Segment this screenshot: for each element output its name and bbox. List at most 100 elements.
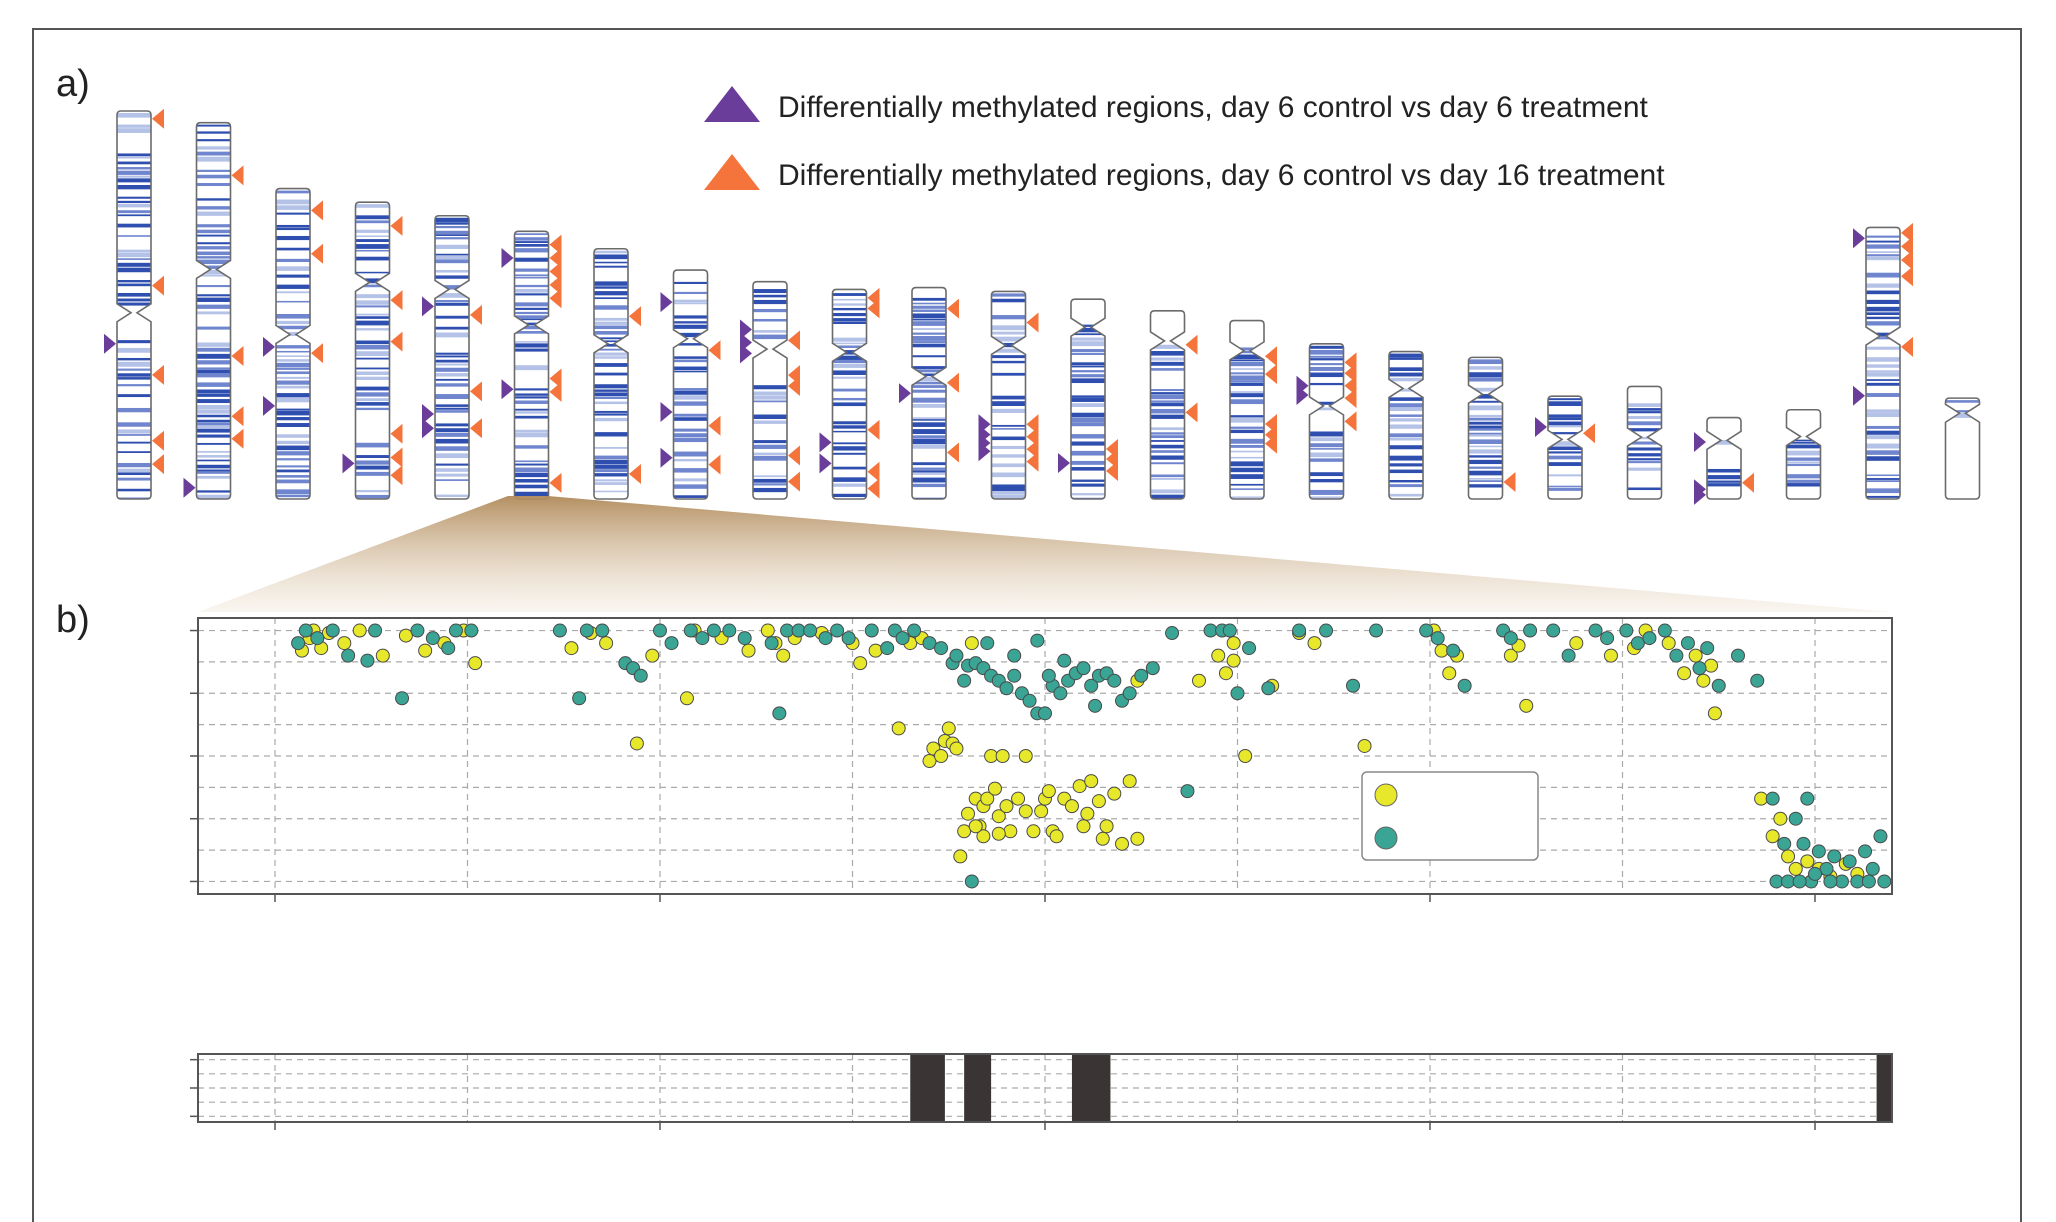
dmr-marker-purple bbox=[104, 333, 116, 354]
chromosome-body bbox=[753, 281, 787, 499]
point-control bbox=[1041, 784, 1056, 799]
chromosome-bands bbox=[276, 190, 310, 498]
point-treated bbox=[1007, 648, 1022, 663]
dmr-marker-orange bbox=[1901, 249, 1913, 270]
dmr-marker-orange bbox=[390, 465, 403, 486]
chromosome-bands bbox=[355, 204, 390, 499]
dmr-marker-orange bbox=[708, 415, 721, 436]
chromosome-body bbox=[355, 202, 390, 499]
point-treated bbox=[1261, 681, 1276, 696]
dmr-marker-orange bbox=[1583, 423, 1595, 444]
point-control bbox=[922, 754, 937, 769]
dmr-marker-orange bbox=[152, 430, 164, 451]
point-control bbox=[1192, 673, 1206, 688]
gene-block bbox=[964, 1054, 992, 1122]
point-control bbox=[352, 623, 367, 638]
point-treated bbox=[664, 636, 679, 651]
point-treated bbox=[395, 691, 410, 706]
point-treated bbox=[1430, 631, 1445, 646]
point-treated bbox=[737, 631, 752, 646]
chromosome-outline bbox=[1865, 226, 1901, 500]
dmr-marker-orange bbox=[549, 381, 562, 402]
point-control bbox=[1095, 831, 1110, 846]
point-treated bbox=[291, 636, 306, 651]
dmr-marker-orange bbox=[390, 215, 403, 236]
dmr-marker-orange bbox=[947, 372, 959, 393]
point-treated bbox=[1777, 836, 1792, 851]
point-treated bbox=[1523, 623, 1538, 638]
point-control bbox=[853, 656, 868, 671]
point-control bbox=[976, 829, 991, 844]
point-control bbox=[1226, 653, 1241, 668]
chromosome-body bbox=[196, 122, 231, 499]
dmr-marker-purple bbox=[1694, 431, 1706, 452]
chromosome-bands bbox=[1230, 347, 1264, 499]
point-treated bbox=[1088, 698, 1103, 713]
point-treated bbox=[803, 623, 818, 638]
chromosome-bands bbox=[435, 217, 469, 498]
point-control bbox=[1115, 836, 1129, 851]
scatter-plot bbox=[190, 617, 1893, 902]
point-control bbox=[599, 636, 614, 651]
point-control bbox=[1688, 648, 1703, 663]
point-treated bbox=[410, 623, 425, 638]
point-control bbox=[1773, 811, 1788, 826]
dmr-marker-purple bbox=[660, 402, 673, 423]
chromosome-outline bbox=[275, 187, 311, 500]
dmr-marker-orange bbox=[788, 445, 800, 466]
point-treated bbox=[1800, 791, 1815, 806]
chromosome-16 bbox=[1296, 343, 1357, 500]
dmr-marker-orange bbox=[390, 423, 403, 444]
dmr-marker-purple bbox=[1694, 484, 1706, 505]
point-control bbox=[991, 809, 1006, 824]
chromosome-22 bbox=[1785, 408, 1822, 500]
point-control bbox=[1781, 849, 1796, 864]
point-control bbox=[1661, 636, 1676, 651]
dmr-marker-orange bbox=[231, 165, 244, 186]
dmr-marker-orange bbox=[231, 406, 244, 427]
dmr-marker-purple bbox=[660, 292, 673, 313]
chromosome-bands bbox=[514, 233, 549, 497]
point-treated bbox=[1630, 636, 1645, 651]
point-treated bbox=[957, 673, 972, 688]
chromosome-14 bbox=[1149, 310, 1198, 500]
chromosome-20 bbox=[1626, 385, 1663, 500]
point-treated bbox=[368, 623, 383, 638]
point-treated bbox=[1865, 861, 1880, 876]
legend-triangle-icon-purple bbox=[704, 86, 760, 122]
chromosome-bands bbox=[1150, 344, 1185, 499]
dmr-marker-orange bbox=[1901, 236, 1913, 257]
dmr-marker-orange bbox=[629, 463, 641, 484]
legend-marker-control bbox=[1374, 783, 1398, 807]
point-control bbox=[1003, 824, 1018, 839]
point-control bbox=[776, 648, 791, 663]
dmr-marker-orange bbox=[788, 330, 800, 351]
legend-marker-treated bbox=[1374, 826, 1398, 850]
point-control bbox=[1696, 673, 1711, 688]
point-treated bbox=[448, 623, 463, 638]
point-treated bbox=[964, 874, 979, 889]
dmr-marker-orange bbox=[1344, 388, 1357, 409]
ideogram bbox=[104, 108, 1981, 505]
dmr-marker-orange bbox=[1503, 472, 1516, 493]
point-treated bbox=[1346, 678, 1360, 693]
dmr-marker-orange bbox=[867, 478, 880, 499]
chromosome-outline bbox=[1070, 298, 1106, 500]
point-control bbox=[980, 791, 995, 806]
dmr-marker-orange bbox=[470, 304, 482, 325]
chromosome-12 bbox=[978, 290, 1039, 500]
point-treated bbox=[1588, 623, 1603, 638]
chromosome-21 bbox=[1694, 416, 1754, 505]
point-treated bbox=[1145, 661, 1160, 676]
dmr-marker-orange bbox=[549, 274, 562, 295]
dmr-marker-orange bbox=[311, 200, 323, 221]
legend-a: Differentially methylated regions, day 6… bbox=[704, 86, 1665, 192]
point-treated bbox=[722, 623, 737, 638]
chromosome-9 bbox=[740, 280, 800, 500]
chromosome-outline bbox=[593, 247, 629, 500]
dmr-marker-orange bbox=[311, 343, 323, 364]
chromosome-body bbox=[1707, 417, 1741, 499]
point-treated bbox=[1007, 668, 1022, 683]
chromosome-outline bbox=[434, 214, 470, 500]
point-treated bbox=[818, 631, 833, 646]
